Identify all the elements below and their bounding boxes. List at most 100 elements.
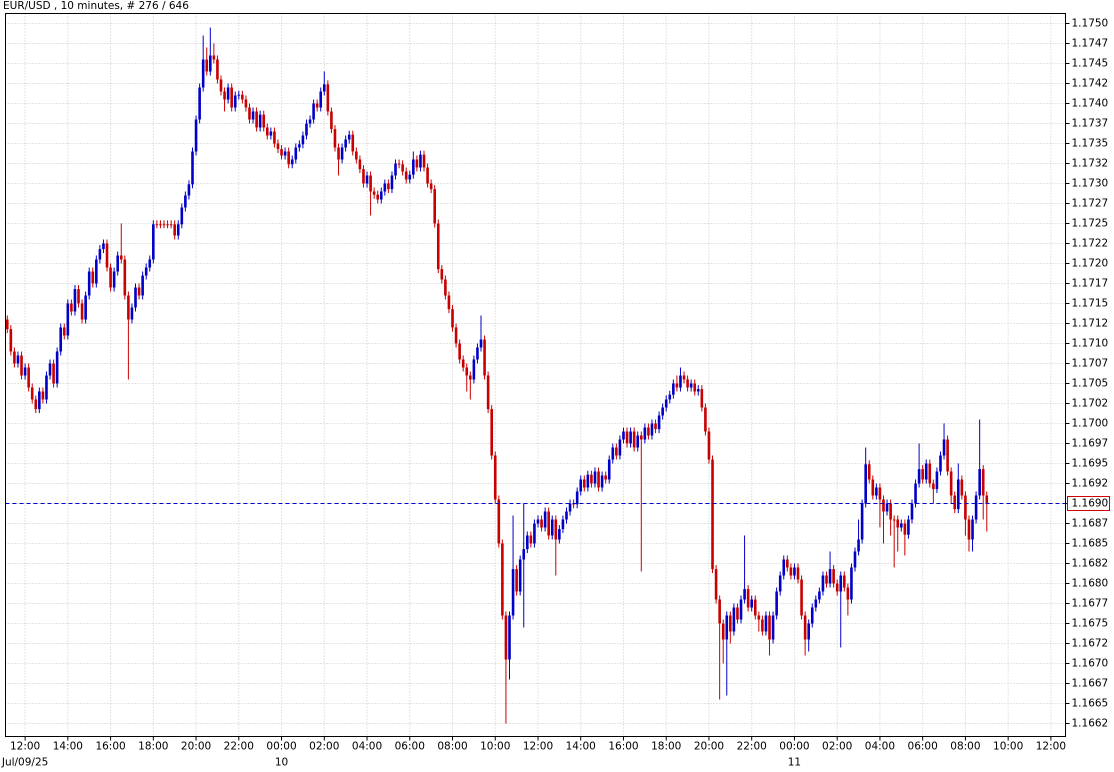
candle-body bbox=[899, 523, 903, 528]
candle-body bbox=[166, 224, 169, 226]
candle-body bbox=[52, 363, 55, 384]
candle-body bbox=[953, 495, 957, 510]
x-tick-label: 12:00 bbox=[523, 741, 553, 753]
candle-body bbox=[857, 539, 860, 552]
y-tick-label: 1.1697 bbox=[1072, 438, 1109, 450]
candle-body bbox=[223, 91, 226, 100]
candle-body bbox=[914, 483, 917, 504]
candle-body bbox=[597, 471, 600, 488]
candle-body bbox=[821, 575, 825, 592]
candle-body bbox=[607, 459, 611, 480]
y-tick-label: 1.1702 bbox=[1072, 398, 1109, 410]
candle-body bbox=[98, 249, 102, 260]
candle-body bbox=[16, 355, 20, 364]
candle-body bbox=[956, 479, 960, 510]
y-tick-label: 1.1685 bbox=[1072, 538, 1109, 550]
candle-body bbox=[130, 307, 134, 320]
candle-body bbox=[237, 94, 241, 96]
y-tick-label: 1.1742 bbox=[1072, 78, 1109, 90]
candle-body bbox=[365, 175, 369, 184]
candle-body bbox=[590, 474, 593, 484]
candle-body bbox=[889, 503, 892, 520]
candle-body bbox=[622, 431, 625, 440]
candle-body bbox=[201, 59, 205, 88]
candle-body bbox=[878, 487, 882, 500]
candle-body bbox=[896, 519, 900, 528]
candles bbox=[5, 27, 1066, 724]
candle-body bbox=[77, 289, 80, 304]
x-tick-label: 06:00 bbox=[908, 741, 938, 753]
y-tick-label: 1.1665 bbox=[1072, 698, 1109, 710]
candle-body bbox=[116, 255, 119, 272]
candle-body bbox=[843, 575, 846, 588]
candle-body bbox=[290, 159, 294, 165]
candle-body bbox=[910, 503, 914, 520]
candle-body bbox=[971, 519, 974, 540]
candle-body bbox=[109, 267, 112, 288]
candle-body bbox=[547, 511, 550, 536]
candle-body bbox=[907, 519, 910, 535]
y-tick-label: 1.1692 bbox=[1072, 478, 1109, 490]
y-tick-label: 1.1727 bbox=[1072, 198, 1109, 210]
candle-body bbox=[967, 519, 971, 540]
candle-body bbox=[397, 163, 401, 165]
candle-body bbox=[604, 475, 607, 480]
x-tick-label: 06:00 bbox=[395, 741, 425, 753]
candle-body bbox=[714, 569, 718, 600]
candle-body bbox=[689, 383, 693, 388]
candle-body bbox=[939, 455, 942, 472]
candle-body bbox=[540, 519, 543, 528]
x-tick-label: 14:00 bbox=[53, 741, 83, 753]
candle-body bbox=[582, 479, 586, 488]
candle-body bbox=[419, 154, 422, 168]
candle-body bbox=[262, 114, 266, 128]
candle-body bbox=[333, 129, 337, 148]
candle-body bbox=[661, 407, 664, 416]
candle-body bbox=[273, 131, 276, 144]
candle-body bbox=[226, 87, 230, 100]
candle-body bbox=[326, 84, 330, 112]
candle-body bbox=[707, 431, 711, 460]
candle-body bbox=[294, 147, 298, 160]
date-label: Jul/09/25 bbox=[1, 757, 48, 769]
candle-body bbox=[753, 599, 757, 616]
candle-body bbox=[921, 469, 924, 480]
candle-body bbox=[593, 471, 597, 484]
candle-body bbox=[629, 431, 632, 444]
x-tick-label: 16:00 bbox=[95, 741, 125, 753]
candle-body bbox=[978, 469, 981, 496]
candle-body bbox=[209, 55, 212, 72]
candle-body bbox=[301, 135, 305, 145]
candle-body bbox=[647, 427, 650, 436]
candle-body bbox=[974, 495, 978, 520]
candle-body bbox=[23, 367, 27, 376]
candle-body bbox=[255, 111, 258, 128]
y-tick-label: 1.1675 bbox=[1072, 618, 1109, 630]
candle-body bbox=[732, 607, 736, 632]
candle-body bbox=[265, 127, 269, 136]
candle-body bbox=[184, 195, 187, 208]
candle-body bbox=[882, 499, 885, 512]
candle-body bbox=[444, 279, 447, 296]
candle-body bbox=[825, 575, 828, 584]
candle-body bbox=[875, 487, 878, 496]
candle-body bbox=[650, 423, 654, 436]
candle-body bbox=[102, 243, 105, 250]
candle-body bbox=[501, 543, 504, 616]
candle-body bbox=[490, 409, 493, 456]
candle-body bbox=[5, 319, 9, 330]
x-tick-label: 04:00 bbox=[865, 741, 895, 753]
candle-body bbox=[152, 224, 155, 260]
candle-body bbox=[13, 351, 16, 364]
candle-body bbox=[782, 559, 786, 576]
x-tick-label: 14:00 bbox=[566, 741, 596, 753]
candle-body bbox=[173, 224, 176, 236]
candle-body bbox=[9, 329, 13, 352]
candle-body bbox=[778, 575, 782, 592]
candle-body bbox=[803, 615, 807, 640]
x-tick-label: 00:00 bbox=[779, 741, 809, 753]
candle-body bbox=[322, 84, 326, 92]
y-tick-label: 1.1747 bbox=[1072, 38, 1109, 50]
